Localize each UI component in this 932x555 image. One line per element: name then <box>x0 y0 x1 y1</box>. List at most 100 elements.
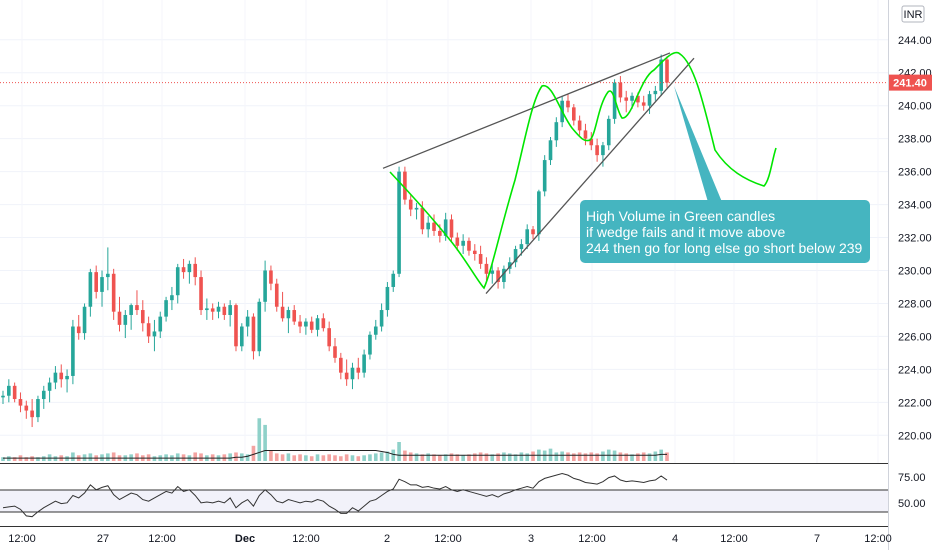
time-tick-label: 12:00 <box>720 533 748 545</box>
candle-body <box>106 273 110 278</box>
candle <box>36 395 40 423</box>
candle <box>426 216 430 238</box>
volume-bar <box>356 456 361 461</box>
candle <box>123 310 128 339</box>
volume-bar <box>350 455 355 461</box>
volume-bar <box>135 453 139 461</box>
volume-bar <box>653 451 658 461</box>
candle-body <box>484 263 489 274</box>
volume-bar <box>432 454 436 461</box>
candle-body <box>257 301 262 352</box>
price-tick-label: 236.00 <box>898 167 932 179</box>
candle-body <box>513 249 518 263</box>
price-tick-label: 224.00 <box>898 364 932 376</box>
candle <box>647 90 652 114</box>
candle <box>525 224 530 250</box>
callout-pointer <box>674 86 722 202</box>
callout-line-3: 244 then go for long else go short below… <box>586 240 863 256</box>
volume-bar <box>449 453 454 461</box>
candle <box>321 313 326 332</box>
candle-body <box>653 90 658 95</box>
time-axis[interactable]: 12:00 27 12:00 Dec 12:00 2 12:00 3 12:00 4 12:00 7 1… <box>8 533 892 545</box>
volume-bar <box>595 453 599 461</box>
candle <box>164 296 168 322</box>
volume-bar <box>583 453 588 461</box>
candle <box>472 244 477 261</box>
volume-bar <box>280 454 285 461</box>
candle-body <box>164 300 168 317</box>
price-tick-label: 230.00 <box>898 265 932 277</box>
candle <box>88 268 93 317</box>
candle <box>129 303 133 330</box>
candle <box>30 399 34 428</box>
volume-bar <box>467 454 471 461</box>
candle <box>53 366 58 390</box>
candle-body <box>542 160 547 192</box>
candle <box>269 265 273 291</box>
price-tick-label: 238.00 <box>898 134 932 146</box>
price-axis[interactable]: 244.00242.00240.00238.00236.00234.00232.… <box>898 35 932 443</box>
candle-body <box>309 321 314 330</box>
volume-bar <box>647 453 652 461</box>
candle <box>339 352 343 380</box>
volume-bar <box>665 452 669 461</box>
volume-bar <box>636 453 640 461</box>
projection-path[interactable] <box>389 51 777 290</box>
callout-box[interactable] <box>580 200 870 263</box>
time-tick-label: 12:00 <box>148 533 176 545</box>
volume-bar <box>490 454 495 461</box>
candle-body <box>455 237 460 246</box>
candle-body <box>665 59 669 83</box>
candle-body <box>117 311 122 325</box>
volume-bar <box>111 452 116 461</box>
candle-body <box>572 107 576 121</box>
volume-bar <box>362 455 366 461</box>
candle-body <box>507 262 512 269</box>
candle-body <box>385 286 390 311</box>
candle <box>432 214 436 236</box>
rsi-level-75: 75.00 <box>898 472 926 484</box>
candle <box>356 357 361 380</box>
volume-bar <box>228 453 232 461</box>
candle <box>181 258 186 279</box>
candle-body <box>589 138 594 146</box>
candle <box>240 323 244 352</box>
candle-body <box>193 263 198 278</box>
price-tick-label: 234.00 <box>898 200 932 212</box>
candle-body <box>216 306 221 312</box>
candle-body <box>1 395 5 398</box>
candle-body <box>135 305 139 311</box>
wedge-lower-trendline[interactable] <box>485 57 695 294</box>
wedge-upper-trendline[interactable] <box>382 52 671 169</box>
candle <box>548 137 553 166</box>
candle-body <box>240 326 244 347</box>
candle-body <box>624 97 629 101</box>
candle-body <box>467 240 471 251</box>
time-tick-label: 3 <box>528 533 534 545</box>
candle <box>531 225 535 240</box>
candle <box>216 301 221 319</box>
candle-body <box>531 229 535 235</box>
volume-bar <box>420 454 425 461</box>
volume-bar <box>251 445 256 461</box>
volume-bar <box>292 455 297 461</box>
candle <box>222 303 227 320</box>
volume-bar <box>443 454 448 461</box>
volume-bar <box>1 457 5 461</box>
volume-bar <box>496 453 500 461</box>
time-tick-label: 7 <box>814 533 820 545</box>
volume-bar <box>478 452 483 461</box>
volume-bar <box>385 451 390 461</box>
candle <box>554 117 559 147</box>
candle-body <box>327 328 331 347</box>
price-tick-label: 240.00 <box>898 101 932 113</box>
candle <box>18 392 23 413</box>
candle-body <box>391 273 396 287</box>
volume-bar <box>414 453 419 461</box>
candle-body <box>59 372 64 380</box>
currency-badge[interactable] <box>901 5 925 23</box>
candle-body <box>478 254 483 264</box>
candle-body <box>18 399 23 406</box>
volume-bar <box>274 453 279 461</box>
candle-body <box>490 270 495 274</box>
